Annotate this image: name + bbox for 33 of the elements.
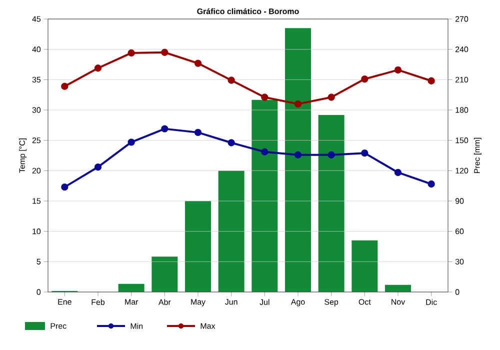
point <box>94 64 102 72</box>
point <box>228 76 235 84</box>
point <box>261 148 268 156</box>
point <box>61 183 68 191</box>
point <box>161 48 168 56</box>
point <box>261 94 268 101</box>
point <box>61 82 68 90</box>
bar <box>285 28 312 292</box>
point <box>428 180 435 188</box>
bar <box>318 115 344 292</box>
point <box>161 125 168 132</box>
point <box>361 75 368 83</box>
point <box>328 151 335 158</box>
point <box>194 60 202 67</box>
bar <box>252 100 278 292</box>
point <box>294 100 302 108</box>
point <box>128 138 135 146</box>
point <box>228 139 235 146</box>
bar <box>118 284 144 292</box>
point <box>194 128 202 136</box>
point <box>428 77 435 84</box>
bar <box>218 170 244 292</box>
point <box>128 49 135 57</box>
point <box>394 66 402 74</box>
point <box>394 168 402 176</box>
bar <box>152 256 178 292</box>
bar <box>352 240 378 292</box>
point <box>294 151 302 158</box>
bar <box>185 201 211 292</box>
bar <box>385 284 412 292</box>
point <box>361 149 368 157</box>
point <box>94 163 102 171</box>
point <box>328 94 335 101</box>
